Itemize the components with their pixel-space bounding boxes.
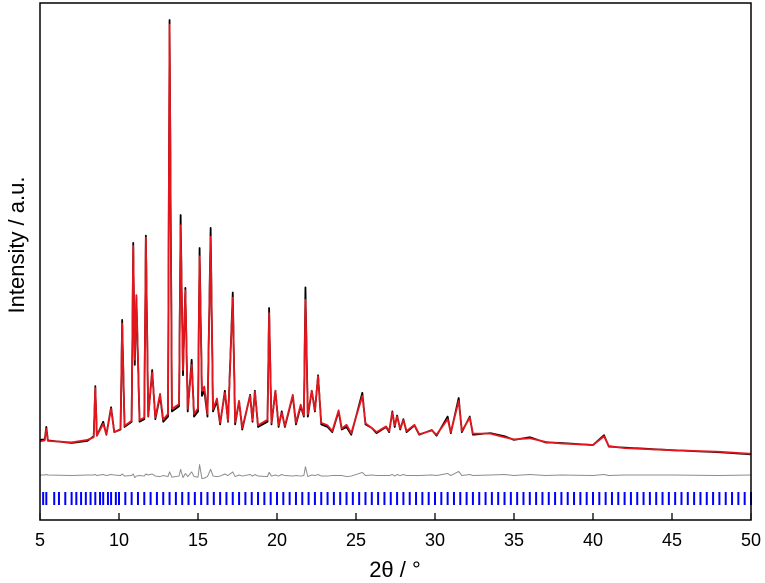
x-tick-label: 45 <box>662 530 682 550</box>
x-tick-label: 10 <box>109 530 129 550</box>
x-tick-label: 40 <box>583 530 603 550</box>
data-line <box>40 464 752 480</box>
x-tick-label: 30 <box>425 530 445 550</box>
x-axis-label: 2θ / ° <box>369 557 421 582</box>
data-line <box>39 23 752 455</box>
x-tick-label: 20 <box>267 530 287 550</box>
x-tick-label: 35 <box>504 530 524 550</box>
plot-frame <box>39 2 752 521</box>
x-tick-label: 15 <box>188 530 208 550</box>
x-tick-label: 25 <box>346 530 366 550</box>
x-tick-label: 50 <box>741 530 761 550</box>
x-tick-label: 5 <box>35 530 45 550</box>
y-axis-label: Intensity / a.u. <box>4 177 29 314</box>
data-line <box>39 19 752 456</box>
